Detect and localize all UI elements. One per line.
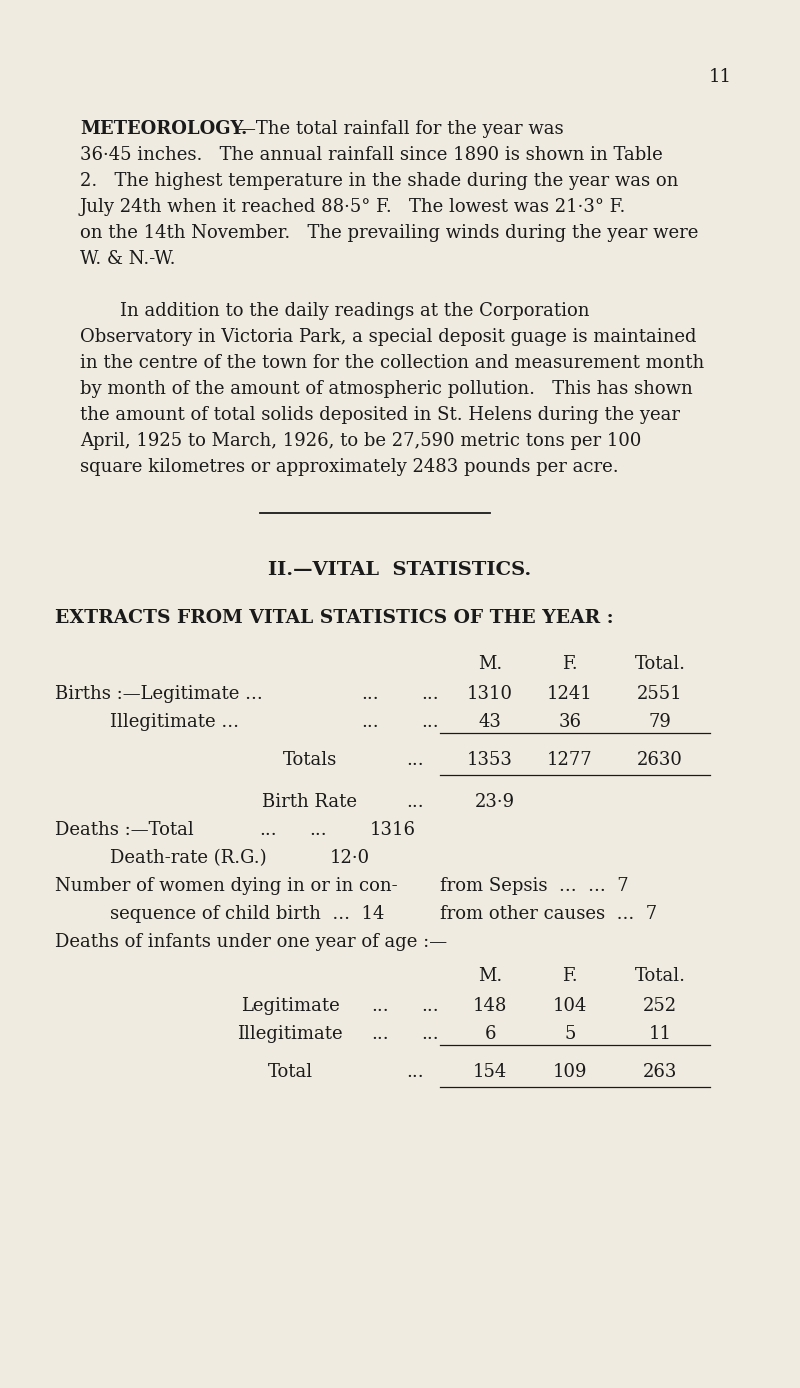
- Text: Death-rate (R.G.): Death-rate (R.G.): [110, 849, 266, 868]
- Text: Births :—Legitimate ...: Births :—Legitimate ...: [55, 686, 262, 702]
- Text: ...: ...: [421, 997, 439, 1015]
- Text: the amount of total solids deposited in St. Helens during the year: the amount of total solids deposited in …: [80, 407, 680, 423]
- Text: Observatory in Victoria Park, a special deposit guage is maintained: Observatory in Victoria Park, a special …: [80, 328, 697, 346]
- Text: ...: ...: [421, 686, 439, 702]
- Text: Total.: Total.: [634, 967, 686, 985]
- Text: ...: ...: [361, 713, 379, 731]
- Text: In addition to the daily readings at the Corporation: In addition to the daily readings at the…: [120, 303, 590, 321]
- Text: 252: 252: [643, 997, 677, 1015]
- Text: 36·45 inches.   The annual rainfall since 1890 is shown in Table: 36·45 inches. The annual rainfall since …: [80, 146, 662, 164]
- Text: 263: 263: [643, 1063, 677, 1081]
- Text: 1241: 1241: [547, 686, 593, 702]
- Text: 11: 11: [649, 1024, 671, 1042]
- Text: Number of women dying in or in con-: Number of women dying in or in con-: [55, 877, 398, 895]
- Text: ...: ...: [259, 820, 277, 838]
- Text: F.: F.: [562, 967, 578, 985]
- Text: M.: M.: [478, 967, 502, 985]
- Text: 148: 148: [473, 997, 507, 1015]
- Text: from Sepsis  ...  ...  7: from Sepsis ... ... 7: [440, 877, 629, 895]
- Text: 23·9: 23·9: [475, 793, 515, 811]
- Text: ...: ...: [406, 751, 424, 769]
- Text: 104: 104: [553, 997, 587, 1015]
- Text: W. & N.-W.: W. & N.-W.: [80, 250, 175, 268]
- Text: in the centre of the town for the collection and measurement month: in the centre of the town for the collec…: [80, 354, 704, 372]
- Text: 12·0: 12·0: [330, 849, 370, 868]
- Text: Illegitimate: Illegitimate: [237, 1024, 343, 1042]
- Text: 1353: 1353: [467, 751, 513, 769]
- Text: Legitimate: Legitimate: [241, 997, 339, 1015]
- Text: Totals: Totals: [283, 751, 337, 769]
- Text: M.: M.: [478, 655, 502, 673]
- Text: square kilometres or approximately 2483 pounds per acre.: square kilometres or approximately 2483 …: [80, 458, 618, 476]
- Text: ...: ...: [421, 1024, 439, 1042]
- Text: 43: 43: [478, 713, 502, 731]
- Text: ...: ...: [371, 997, 389, 1015]
- Text: 154: 154: [473, 1063, 507, 1081]
- Text: Deaths of infants under one year of age :—: Deaths of infants under one year of age …: [55, 933, 447, 951]
- Text: 1277: 1277: [547, 751, 593, 769]
- Text: ...: ...: [371, 1024, 389, 1042]
- Text: sequence of child birth  ...  14: sequence of child birth ... 14: [110, 905, 384, 923]
- Text: —The total rainfall for the year was: —The total rainfall for the year was: [238, 119, 564, 137]
- Text: 36: 36: [558, 713, 582, 731]
- Text: Total.: Total.: [634, 655, 686, 673]
- Text: 2551: 2551: [637, 686, 683, 702]
- Text: 109: 109: [553, 1063, 587, 1081]
- Text: METEOROLOGY.: METEOROLOGY.: [80, 119, 247, 137]
- Text: 5: 5: [564, 1024, 576, 1042]
- Text: 1316: 1316: [370, 820, 416, 838]
- Text: Deaths :—Total: Deaths :—Total: [55, 820, 194, 838]
- Text: ...: ...: [309, 820, 327, 838]
- Text: Birth Rate: Birth Rate: [262, 793, 358, 811]
- Text: Illegitimate ...: Illegitimate ...: [110, 713, 239, 731]
- Text: ...: ...: [406, 1063, 424, 1081]
- Text: EXTRACTS FROM VITAL STATISTICS OF THE YEAR :: EXTRACTS FROM VITAL STATISTICS OF THE YE…: [55, 609, 614, 627]
- Text: ...: ...: [361, 686, 379, 702]
- Text: 2.   The highest temperature in the shade during the year was on: 2. The highest temperature in the shade …: [80, 172, 678, 190]
- Text: by month of the amount of atmospheric pollution.   This has shown: by month of the amount of atmospheric po…: [80, 380, 693, 398]
- Text: on the 14th November.   The prevailing winds during the year were: on the 14th November. The prevailing win…: [80, 223, 698, 242]
- Text: ...: ...: [421, 713, 439, 731]
- Text: July 24th when it reached 88·5° F.   The lowest was 21·3° F.: July 24th when it reached 88·5° F. The l…: [80, 198, 626, 217]
- Text: 6: 6: [484, 1024, 496, 1042]
- Text: April, 1925 to March, 1926, to be 27,590 metric tons per 100: April, 1925 to March, 1926, to be 27,590…: [80, 432, 642, 450]
- Text: from other causes  ...  7: from other causes ... 7: [440, 905, 657, 923]
- Text: 2630: 2630: [637, 751, 683, 769]
- Text: 79: 79: [649, 713, 671, 731]
- Text: F.: F.: [562, 655, 578, 673]
- Text: ...: ...: [406, 793, 424, 811]
- Text: 1310: 1310: [467, 686, 513, 702]
- Text: Total: Total: [267, 1063, 313, 1081]
- Text: II.—VITAL  STATISTICS.: II.—VITAL STATISTICS.: [268, 561, 532, 579]
- Text: 11: 11: [709, 68, 731, 86]
